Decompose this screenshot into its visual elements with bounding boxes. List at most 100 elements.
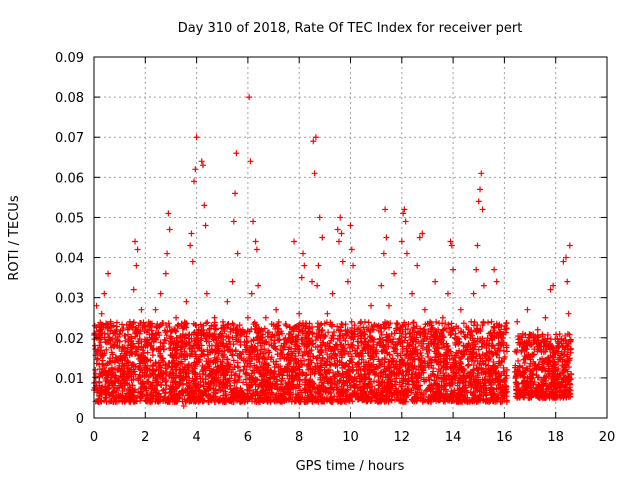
data-point-dense <box>477 360 484 367</box>
data-point-dense <box>301 357 308 364</box>
data-point-dense <box>265 329 272 336</box>
data-point-dense <box>299 352 306 359</box>
data-point-dense <box>340 389 347 396</box>
data-point-dense <box>144 349 151 356</box>
data-point-dense <box>135 377 142 384</box>
data-point-dense <box>398 383 405 390</box>
data-point-dense <box>291 355 298 362</box>
data-point-dense <box>349 325 356 332</box>
data-point-dense <box>215 342 222 349</box>
data-point-dense <box>206 326 213 333</box>
data-point-dense <box>146 323 153 330</box>
data-point-dense <box>172 363 179 370</box>
data-point-dense <box>290 328 297 335</box>
data-point-dense <box>129 360 136 367</box>
data-point-dense <box>138 388 145 395</box>
data-point-dense <box>275 319 282 326</box>
data-point-dense <box>172 328 179 335</box>
data-point-dense <box>277 363 284 370</box>
data-point-dense <box>322 333 329 340</box>
data-point-dense <box>378 331 385 338</box>
data-points <box>91 94 575 409</box>
data-point-dense <box>313 355 320 362</box>
data-point-dense <box>134 351 141 358</box>
data-point-dense <box>253 335 260 342</box>
data-point-dense <box>462 333 469 340</box>
data-point-dense <box>491 324 498 331</box>
data-point-dense <box>147 357 154 364</box>
data-point-dense <box>274 332 281 339</box>
data-point-dense <box>355 333 362 340</box>
data-point-dense <box>286 323 293 330</box>
data-point-dense <box>409 327 416 334</box>
data-point-dense <box>348 318 355 325</box>
data-point-dense <box>397 352 404 359</box>
data-point-dense <box>135 389 142 396</box>
data-point-dense <box>334 386 341 393</box>
data-point-dense <box>389 357 396 364</box>
data-point-dense <box>157 393 164 400</box>
data-point-dense <box>337 324 344 331</box>
data-point-dense <box>117 328 124 335</box>
data-point-dense <box>94 355 101 362</box>
data-point-dense <box>279 330 286 337</box>
data-point-dense <box>109 335 116 342</box>
data-point-dense <box>292 353 299 360</box>
data-point-dense <box>242 376 249 383</box>
data-point-dense <box>452 341 459 348</box>
data-point-dense <box>265 347 272 354</box>
data-point-dense <box>249 391 256 398</box>
data-point-dense <box>310 340 317 347</box>
data-point-dense <box>400 372 407 379</box>
data-point-dense <box>412 351 419 358</box>
data-point-dense <box>130 387 137 394</box>
data-point-dense <box>408 387 415 394</box>
data-point-dense <box>186 339 193 346</box>
data-point-dense <box>125 390 132 397</box>
data-point-dense <box>288 331 295 338</box>
data-point-dense <box>396 379 403 386</box>
data-point-dense <box>436 320 443 327</box>
data-point-dense <box>234 359 241 366</box>
data-point-dense <box>494 395 501 402</box>
data-point-dense <box>149 352 156 359</box>
data-point-dense <box>104 331 111 338</box>
data-point-dense <box>384 350 391 357</box>
data-point-dense <box>397 340 404 347</box>
data-point-dense <box>426 376 433 383</box>
data-point-dense <box>425 353 432 360</box>
data-point-dense <box>393 375 400 382</box>
data-point-dense <box>435 368 442 375</box>
data-point-dense <box>230 357 237 364</box>
data-point-dense <box>345 351 352 358</box>
data-point-dense <box>177 370 184 377</box>
data-point-dense <box>499 357 506 364</box>
data-point-dense <box>305 324 312 331</box>
data-point-dense <box>256 359 263 366</box>
data-point-dense <box>206 325 213 332</box>
data-point-dense <box>500 339 507 346</box>
data-point-dense <box>500 364 507 371</box>
data-point-dense <box>136 371 143 378</box>
data-point-dense <box>343 378 350 385</box>
data-point-dense <box>247 363 254 370</box>
data-point-dense <box>342 388 349 395</box>
data-point-dense <box>159 320 166 327</box>
data-point-dense <box>338 383 345 390</box>
data-point-dense <box>162 378 169 385</box>
data-point-dense <box>177 346 184 353</box>
data-point-dense <box>349 377 356 384</box>
data-point-dense <box>346 397 353 404</box>
data-point-dense <box>498 398 505 405</box>
data-point-dense <box>190 320 197 327</box>
data-point-dense <box>318 394 325 401</box>
data-point-dense <box>327 345 334 352</box>
data-point-dense <box>455 340 462 347</box>
data-point-dense <box>232 370 239 377</box>
data-point-dense <box>394 350 401 357</box>
data-point-dense <box>281 365 288 372</box>
data-point-dense <box>143 365 150 372</box>
data-point-dense <box>161 394 168 401</box>
